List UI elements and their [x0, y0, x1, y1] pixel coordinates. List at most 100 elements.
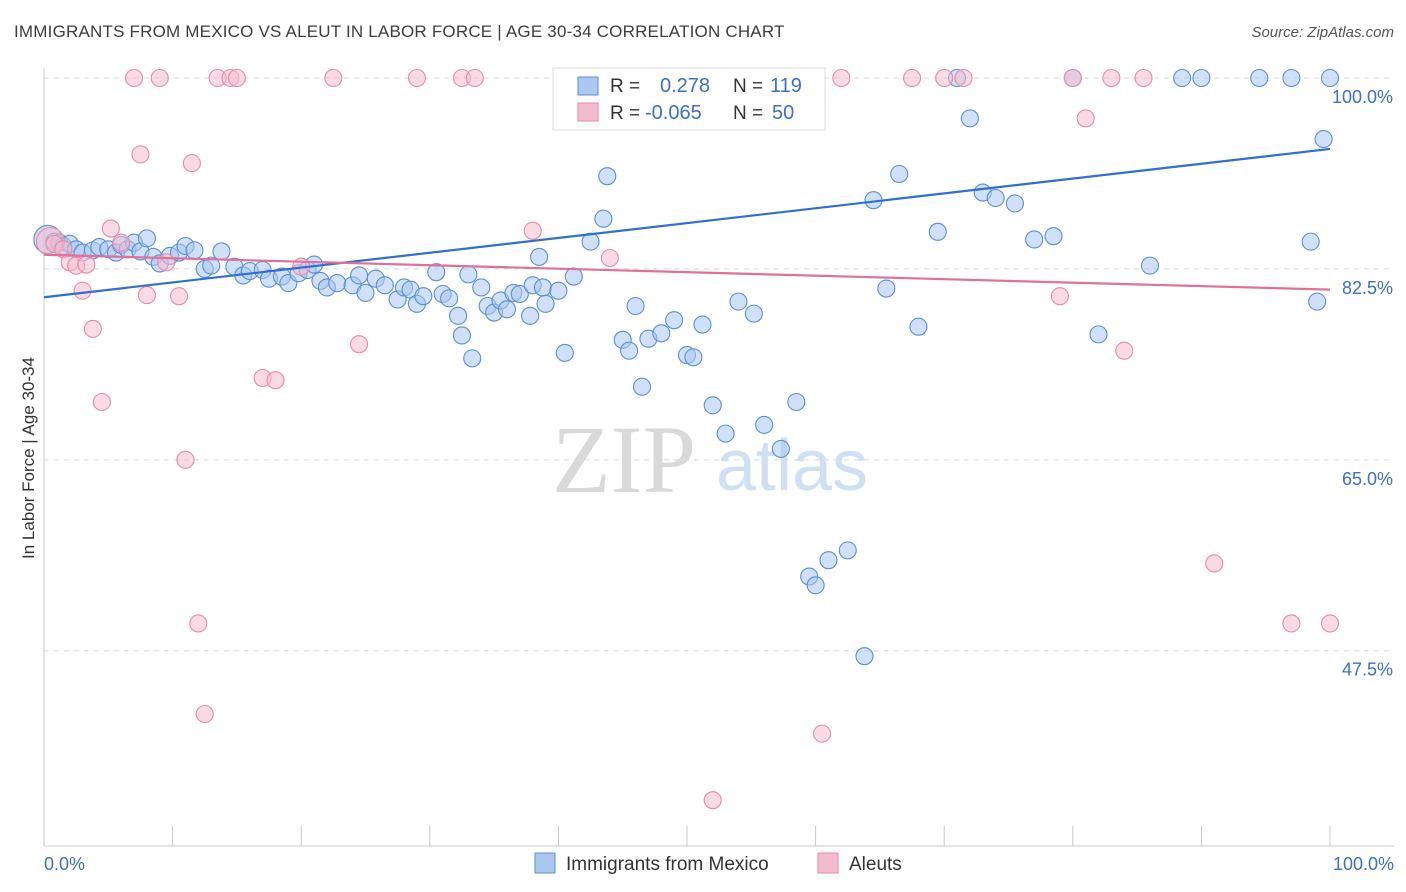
source-note: Source: ZipAtlas.com [1251, 24, 1394, 41]
point-mexico [877, 279, 896, 298]
point-mexico [1282, 68, 1301, 88]
point-mexico [909, 317, 928, 336]
point-mexico [202, 256, 221, 275]
point-mexico [838, 541, 857, 560]
point-mexico [1140, 256, 1160, 275]
point-mexico [1192, 68, 1211, 88]
point-mexico [684, 348, 703, 367]
x-axis-ticks [172, 826, 1331, 846]
point-mexico [350, 266, 369, 285]
stats-n-label-1: N = [733, 103, 763, 124]
point-mexico [598, 167, 617, 186]
stats-n-label-0: N = [733, 76, 763, 97]
point-aleuts [77, 255, 96, 274]
point-aleuts [324, 68, 343, 88]
point-mexico [855, 647, 874, 666]
point-mexico [1005, 194, 1024, 213]
point-aleuts [124, 68, 144, 88]
point-aleuts [131, 145, 150, 164]
point-mexico [1250, 68, 1269, 88]
point-aleuts [1050, 287, 1069, 306]
point-aleuts [1063, 68, 1082, 88]
point-mexico [459, 265, 478, 284]
point-mexico [530, 247, 549, 266]
point-mexico [212, 242, 231, 261]
point-aleuts [1115, 341, 1134, 360]
point-mexico [755, 415, 774, 434]
trend-lines [43, 147, 1331, 299]
point-mexico [472, 278, 491, 297]
point-mexico [806, 576, 825, 595]
legend-label-aleuts: Aleuts [849, 854, 902, 875]
point-mexico [564, 267, 583, 286]
legend-label-mexico: Immigrants from Mexico [566, 854, 769, 875]
point-aleuts [195, 704, 214, 724]
y-axis-title: In Labor Force | Age 30-34 [19, 357, 38, 559]
point-mexico [356, 283, 375, 302]
point-mexico [449, 306, 468, 325]
point-mexico [1301, 232, 1320, 251]
point-aleuts [1282, 614, 1301, 633]
watermark-atlas: atlas [716, 426, 868, 506]
point-aleuts [112, 233, 131, 252]
point-aleuts [350, 335, 369, 354]
point-mexico [665, 311, 684, 330]
point-aleuts [1205, 554, 1224, 573]
point-mexico [414, 287, 433, 306]
point-mexico [510, 284, 529, 304]
point-mexico [555, 343, 574, 362]
point-aleuts [407, 68, 426, 88]
point-aleuts [812, 724, 832, 743]
point-mexico [1314, 130, 1333, 149]
point-mexico [703, 396, 722, 415]
point-mexico [137, 229, 156, 248]
stats-swatch-pink [577, 102, 599, 122]
stats-n-value-0: 119 [770, 75, 802, 97]
point-aleuts [101, 219, 120, 238]
point-mexico [463, 349, 482, 368]
point-mexico [620, 341, 639, 360]
legend-swatch-mexico [534, 852, 556, 874]
point-aleuts [157, 253, 176, 272]
point-mexico [652, 324, 671, 343]
point-mexico [626, 296, 645, 316]
point-aleuts [150, 68, 169, 88]
x-tick-label-100: 100.0% [1333, 854, 1394, 874]
watermark: ZIP atlas [552, 406, 868, 513]
y-tick-label: 100.0% [1332, 87, 1393, 107]
point-mexico [693, 315, 712, 334]
y-tick-label: 82.5% [1342, 278, 1393, 298]
watermark-zip: ZIP [552, 406, 696, 513]
point-aleuts [189, 614, 208, 633]
point-aleuts [1076, 109, 1095, 128]
point-aleuts [465, 68, 484, 88]
point-mexico [594, 209, 613, 228]
point-aleuts [832, 68, 851, 88]
point-mexico [1089, 325, 1108, 344]
trend-line-aleuts [43, 253, 1331, 291]
point-mexico [452, 326, 472, 345]
point-mexico [819, 551, 838, 570]
point-mexico [185, 241, 204, 260]
legend-swatch-aleuts [817, 852, 839, 874]
stats-n-value-1: 50 [772, 102, 794, 124]
point-aleuts [935, 68, 954, 88]
trend-line-mexico [43, 147, 1331, 299]
point-mexico [521, 306, 540, 325]
bottom-legend: Immigrants from Mexico Aleuts [534, 852, 902, 875]
point-aleuts [523, 221, 542, 240]
y-tick-label: 47.5% [1342, 660, 1393, 680]
point-mexico [440, 289, 459, 308]
point-mexico [1044, 227, 1063, 246]
point-aleuts [227, 68, 246, 88]
point-aleuts [703, 791, 722, 810]
point-mexico [890, 164, 909, 184]
point-mexico [497, 300, 517, 319]
series-immigrants-from-mexico [33, 68, 1340, 666]
stats-r-label-0: R = [610, 76, 640, 97]
point-mexico [1173, 68, 1192, 88]
point-mexico [716, 424, 735, 443]
point-mexico [986, 188, 1005, 208]
point-mexico [549, 281, 568, 300]
